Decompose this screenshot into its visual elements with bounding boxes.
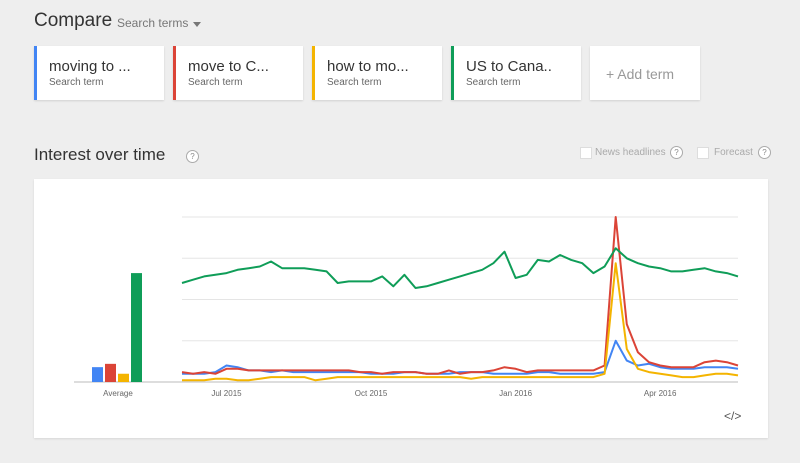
series-line-2 — [181, 216, 739, 375]
caret-down-icon — [193, 21, 202, 27]
term-color-bar — [312, 46, 315, 100]
term-card-1[interactable]: moving to ... Search term — [34, 46, 164, 100]
term-color-bar — [173, 46, 176, 100]
term-card-2[interactable]: move to C... Search term — [173, 46, 303, 100]
term-label: how to mo... — [327, 58, 409, 75]
term-color-bar — [451, 46, 454, 100]
average-bar-4 — [131, 273, 142, 382]
average-label: Average — [103, 389, 133, 398]
term-label: US to Cana.. — [466, 58, 552, 75]
embed-icon[interactable]: </> — [724, 409, 742, 423]
forecast-checkbox[interactable] — [697, 147, 709, 159]
term-card-3[interactable]: how to mo... Search term — [312, 46, 442, 100]
help-icon[interactable]: ? — [186, 150, 199, 163]
average-bar-1 — [92, 367, 103, 382]
x-tick-label: Jan 2016 — [499, 389, 532, 398]
average-bar-2 — [105, 363, 116, 382]
x-tick-label: Jul 2015 — [211, 389, 242, 398]
forecast-help-icon[interactable]: ? — [758, 146, 771, 159]
average-bar-3 — [118, 373, 129, 382]
search-terms-dropdown[interactable]: Search terms — [117, 16, 202, 30]
news-headlines-label: News headlines — [595, 147, 666, 158]
series-line-4 — [181, 247, 739, 289]
add-term-button[interactable]: + Add term — [590, 46, 700, 100]
interest-over-time-chart: Average Jul 2015 Oct 2015 Jan 2016 Apr 2016 — [74, 216, 739, 398]
forecast-label: Forecast — [714, 147, 753, 158]
term-sub-label: Search term — [327, 77, 382, 88]
term-sub-label: Search term — [49, 77, 104, 88]
x-tick-label: Apr 2016 — [644, 389, 677, 398]
term-label: moving to ... — [49, 58, 131, 75]
series-line-3 — [182, 262, 739, 382]
term-sub-label: Search term — [466, 77, 521, 88]
add-term-label: + Add term — [606, 66, 675, 82]
term-card-4[interactable]: US to Cana.. Search term — [451, 46, 581, 100]
news-help-icon[interactable]: ? — [670, 146, 683, 159]
section-title: Interest over time — [34, 145, 166, 164]
term-color-bar — [34, 46, 37, 100]
term-sub-label: Search term — [188, 77, 243, 88]
x-tick-label: Oct 2015 — [355, 389, 388, 398]
search-terms-dropdown-label: Search terms — [117, 16, 189, 30]
term-label: move to C... — [188, 58, 269, 75]
compare-title: Compare — [34, 10, 113, 31]
series-line-1 — [182, 339, 739, 375]
chart-panel: Average Jul 2015 Oct 2015 Jan 2016 Apr 2016 … — [34, 179, 768, 438]
news-headlines-checkbox[interactable] — [580, 147, 592, 159]
